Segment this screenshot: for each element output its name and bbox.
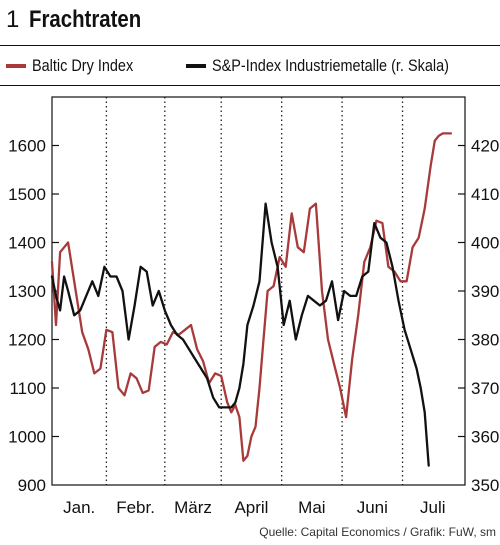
x-tick-label: Juni	[357, 498, 388, 517]
legend-item-baltic: Baltic Dry Index	[6, 56, 151, 76]
source-note: Quelle: Capital Economics / Grafik: FuW,…	[259, 525, 496, 539]
right-tick-label: 400	[471, 234, 499, 253]
legend-swatch-sp	[186, 64, 206, 68]
x-tick-label: März	[174, 498, 212, 517]
left-tick-label: 1400	[8, 234, 46, 253]
x-tick-label: Febr.	[116, 498, 155, 517]
right-tick-label: 420	[471, 137, 499, 156]
title-row: 1 Frachtraten	[6, 6, 161, 40]
chart-number: 1	[6, 6, 20, 33]
legend-divider	[0, 85, 500, 86]
right-tick-label: 350	[471, 476, 499, 495]
left-tick-label: 1100	[9, 379, 46, 398]
left-tick-label: 1600	[8, 137, 46, 156]
legend-label-sp: S&P-Index Industriemetalle (r. Skala)	[212, 56, 449, 75]
left-tick-label: 900	[18, 476, 46, 495]
left-tick-label: 1200	[8, 331, 46, 350]
right-tick-label: 380	[471, 331, 499, 350]
legend-label-baltic: Baltic Dry Index	[32, 56, 134, 75]
x-tick-label: Mai	[298, 498, 325, 517]
title-divider	[0, 45, 500, 46]
right-tick-label: 410	[471, 185, 499, 204]
series-line-baltic-dry-index	[50, 132, 453, 462]
x-tick-label: April	[234, 498, 268, 517]
left-tick-label: 1300	[8, 282, 46, 301]
legend-item-sp: S&P-Index Industriemetalle (r. Skala)	[186, 56, 491, 76]
x-tick-label: Jan.	[63, 498, 95, 517]
legend: Baltic Dry Index S&P-Index Industriemeta…	[0, 54, 500, 82]
legend-swatch-baltic	[6, 64, 26, 68]
series-line-sp-industrial-metals	[50, 202, 430, 467]
right-tick-label: 390	[471, 282, 499, 301]
chart-title: Frachtraten	[29, 6, 142, 33]
left-tick-label: 1500	[8, 185, 46, 204]
left-tick-label: 1000	[8, 428, 46, 447]
right-tick-label: 370	[471, 379, 499, 398]
right-tick-label: 360	[471, 428, 499, 447]
x-tick-label: Juli	[420, 498, 446, 517]
